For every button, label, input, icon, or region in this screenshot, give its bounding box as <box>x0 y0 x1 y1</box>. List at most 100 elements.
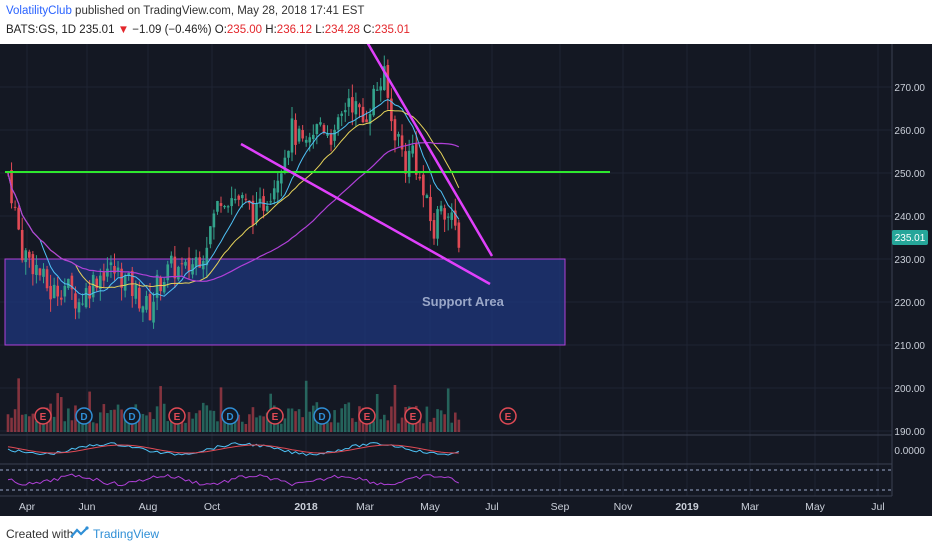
volume-bar <box>290 408 294 432</box>
volume-bar <box>425 406 429 432</box>
candle-body <box>418 176 422 179</box>
event-marker-label: E <box>40 412 47 423</box>
candle-body <box>102 272 106 281</box>
candle-body <box>354 101 358 115</box>
volume-bar <box>166 421 170 432</box>
volume-bar <box>383 414 386 432</box>
volume-bar <box>212 410 216 432</box>
volume-bar <box>237 414 241 432</box>
price-chart[interactable]: Support Area E D D E D E D E E E 270.00 260.00 250.… <box>0 41 932 516</box>
candle-body <box>248 200 251 204</box>
ma-fast-line <box>7 99 460 297</box>
volume-bar <box>340 408 343 432</box>
candle-body <box>347 98 351 107</box>
candle-body <box>109 262 113 266</box>
falling-trendline <box>365 41 494 257</box>
volume-bar <box>322 417 326 432</box>
rsi-indicator <box>0 469 892 491</box>
chart-area[interactable]: Support Area E D D E D E D E E E 270.00 260.00 250.… <box>0 41 932 516</box>
candle-body <box>170 255 173 264</box>
volume-bar <box>145 415 148 432</box>
candle-body <box>20 229 24 261</box>
high-label: H: <box>265 24 277 36</box>
candle-body <box>77 302 81 313</box>
candle-body <box>148 294 152 321</box>
candle-body <box>290 118 294 153</box>
volume-bar <box>31 413 35 432</box>
earnings-marker <box>358 407 376 425</box>
dividend-marker <box>313 407 331 425</box>
event-marker-label: E <box>505 412 512 423</box>
candle-body <box>308 137 312 143</box>
volume-bar <box>102 404 106 432</box>
author-link[interactable]: VolatilityClub <box>6 5 72 17</box>
candle-body <box>429 196 432 222</box>
x-tick-label: Oct <box>204 501 220 513</box>
candle-body <box>443 208 446 220</box>
y-tick-label: 250.00 <box>894 169 925 180</box>
volume-bar <box>201 402 205 432</box>
y-tick-label: 270.00 <box>894 83 925 94</box>
candle-body <box>230 198 233 207</box>
volume-bar <box>74 405 77 432</box>
volume-bar <box>67 408 70 432</box>
candle-body <box>390 98 393 122</box>
dividend-marker <box>123 407 141 425</box>
macd-indicator <box>7 442 459 456</box>
volume-bar <box>109 410 113 432</box>
indicator-zero-label: 0.0000 <box>894 446 925 457</box>
candle-body <box>42 268 45 277</box>
volume-bar <box>116 404 120 432</box>
volume-bar <box>429 421 432 432</box>
x-tick-label: May <box>805 501 826 513</box>
volume-bar <box>283 418 287 432</box>
candle-body <box>127 272 130 276</box>
candle-body <box>95 278 99 289</box>
candle-body <box>315 124 319 135</box>
volume-bar <box>262 416 265 432</box>
volume-bar <box>365 419 368 432</box>
candle-body <box>393 119 397 141</box>
x-tick-label: Jun <box>79 501 96 513</box>
symbol-label[interactable]: BATS:GS, 1D <box>6 24 77 36</box>
volume-bar <box>95 423 99 432</box>
low-label: L: <box>315 24 325 36</box>
earnings-marker <box>266 407 284 425</box>
volume-bar <box>457 419 461 432</box>
x-tick-label: Jul <box>871 501 884 513</box>
volume-bar <box>184 422 187 432</box>
publish-line: VolatilityClub published on TradingView.… <box>6 5 364 17</box>
volume-bar <box>241 421 244 432</box>
candle-body <box>59 297 63 300</box>
x-tick-label: Mar <box>356 501 375 513</box>
volume-bar <box>446 388 450 432</box>
candle-body <box>322 125 326 133</box>
event-marker-label: E <box>364 412 371 423</box>
x-tick-label: Apr <box>19 501 36 513</box>
y-tick-label: 190.00 <box>894 427 925 438</box>
volume-bar <box>280 423 283 432</box>
volume-bar <box>397 423 400 432</box>
candle-body <box>99 275 102 290</box>
candle-body <box>439 205 443 212</box>
candle-body <box>159 277 162 292</box>
candle-body <box>191 264 194 275</box>
volume-bar <box>372 421 375 432</box>
candle-body <box>340 113 343 116</box>
volume-bar <box>6 414 10 432</box>
tradingview-brand[interactable]: TradingView <box>93 527 160 541</box>
candle-body <box>123 275 127 291</box>
price-axis[interactable] <box>892 44 932 496</box>
volume-bar <box>56 393 59 432</box>
down-arrow-icon: ▼ <box>117 24 130 36</box>
volume-bar <box>251 407 255 432</box>
volume-bar <box>386 420 390 432</box>
volume-bar <box>287 408 290 432</box>
volume-bar <box>113 409 116 432</box>
candle-body <box>258 198 262 203</box>
candle-body <box>52 284 56 299</box>
candle-body <box>276 180 280 193</box>
volume-bar <box>77 422 81 432</box>
x-tick-label: Mar <box>741 501 760 513</box>
